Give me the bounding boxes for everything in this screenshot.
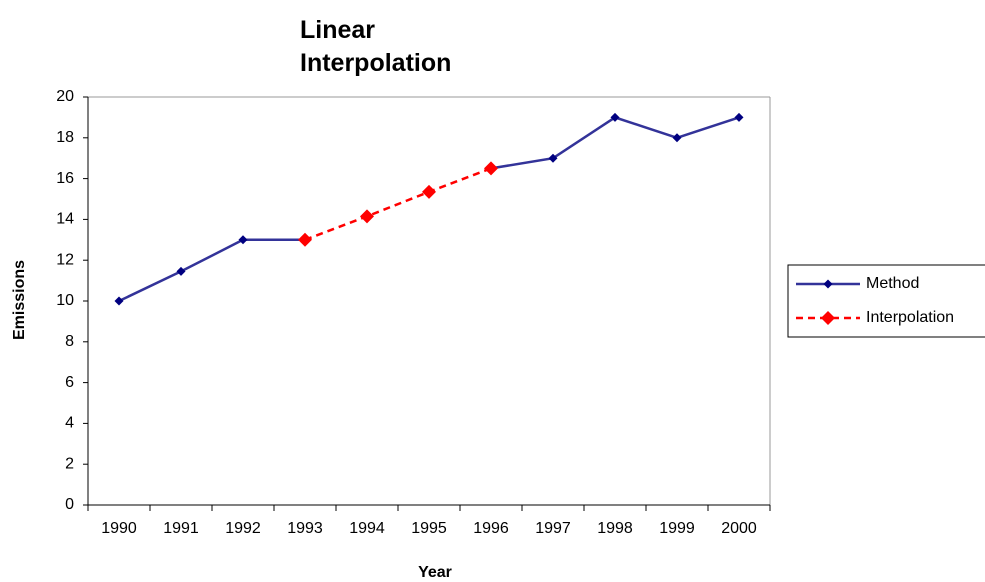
series-line: [118, 116, 740, 303]
legend-box: [787, 264, 985, 338]
y-tick-label: 2: [65, 455, 74, 472]
legend-label: Interpolation: [866, 309, 954, 326]
y-tick-label: 16: [56, 170, 74, 187]
x-tick-label: 1990: [101, 520, 137, 537]
y-tick-label: 18: [56, 129, 74, 146]
x-tick-label: 1992: [225, 520, 261, 537]
data-point: [176, 266, 186, 276]
data-point: [672, 133, 682, 143]
x-tick-label: 2000: [721, 520, 757, 537]
data-point: [484, 161, 498, 176]
y-axis-label: Emissions: [11, 260, 28, 340]
x-tick-label: 1996: [473, 520, 509, 537]
data-point: [238, 235, 248, 245]
data-point: [548, 153, 558, 163]
data-point: [734, 112, 744, 122]
legend-marker: [823, 279, 833, 289]
chart-title: Linear Interpolation: [300, 16, 452, 77]
y-tick-label: 8: [65, 333, 74, 350]
series-line: [304, 167, 492, 241]
data-point: [422, 184, 436, 199]
legend-label: Method: [866, 275, 919, 292]
data-point: [114, 296, 124, 306]
y-tick-label: 6: [65, 374, 74, 391]
x-tick-label: 1997: [535, 520, 571, 537]
x-tick-label: 1993: [287, 520, 323, 537]
y-tick-label: 14: [56, 211, 74, 228]
x-axis-label: Year: [418, 564, 452, 581]
y-tick-label: 4: [65, 415, 74, 432]
x-tick-label: 1999: [659, 520, 695, 537]
y-tick-label: 10: [56, 292, 74, 309]
legend-marker: [821, 311, 835, 325]
data-point: [360, 209, 374, 224]
y-tick-label: 0: [65, 496, 74, 513]
x-tick-label: 1998: [597, 520, 633, 537]
y-tick-label: 12: [56, 251, 74, 268]
data-point: [298, 232, 312, 247]
y-tick-label: 20: [56, 88, 74, 105]
data-point: [610, 112, 620, 122]
x-tick-label: 1995: [411, 520, 447, 537]
x-tick-label: 1994: [349, 520, 385, 537]
x-tick-label: 1991: [163, 520, 199, 537]
